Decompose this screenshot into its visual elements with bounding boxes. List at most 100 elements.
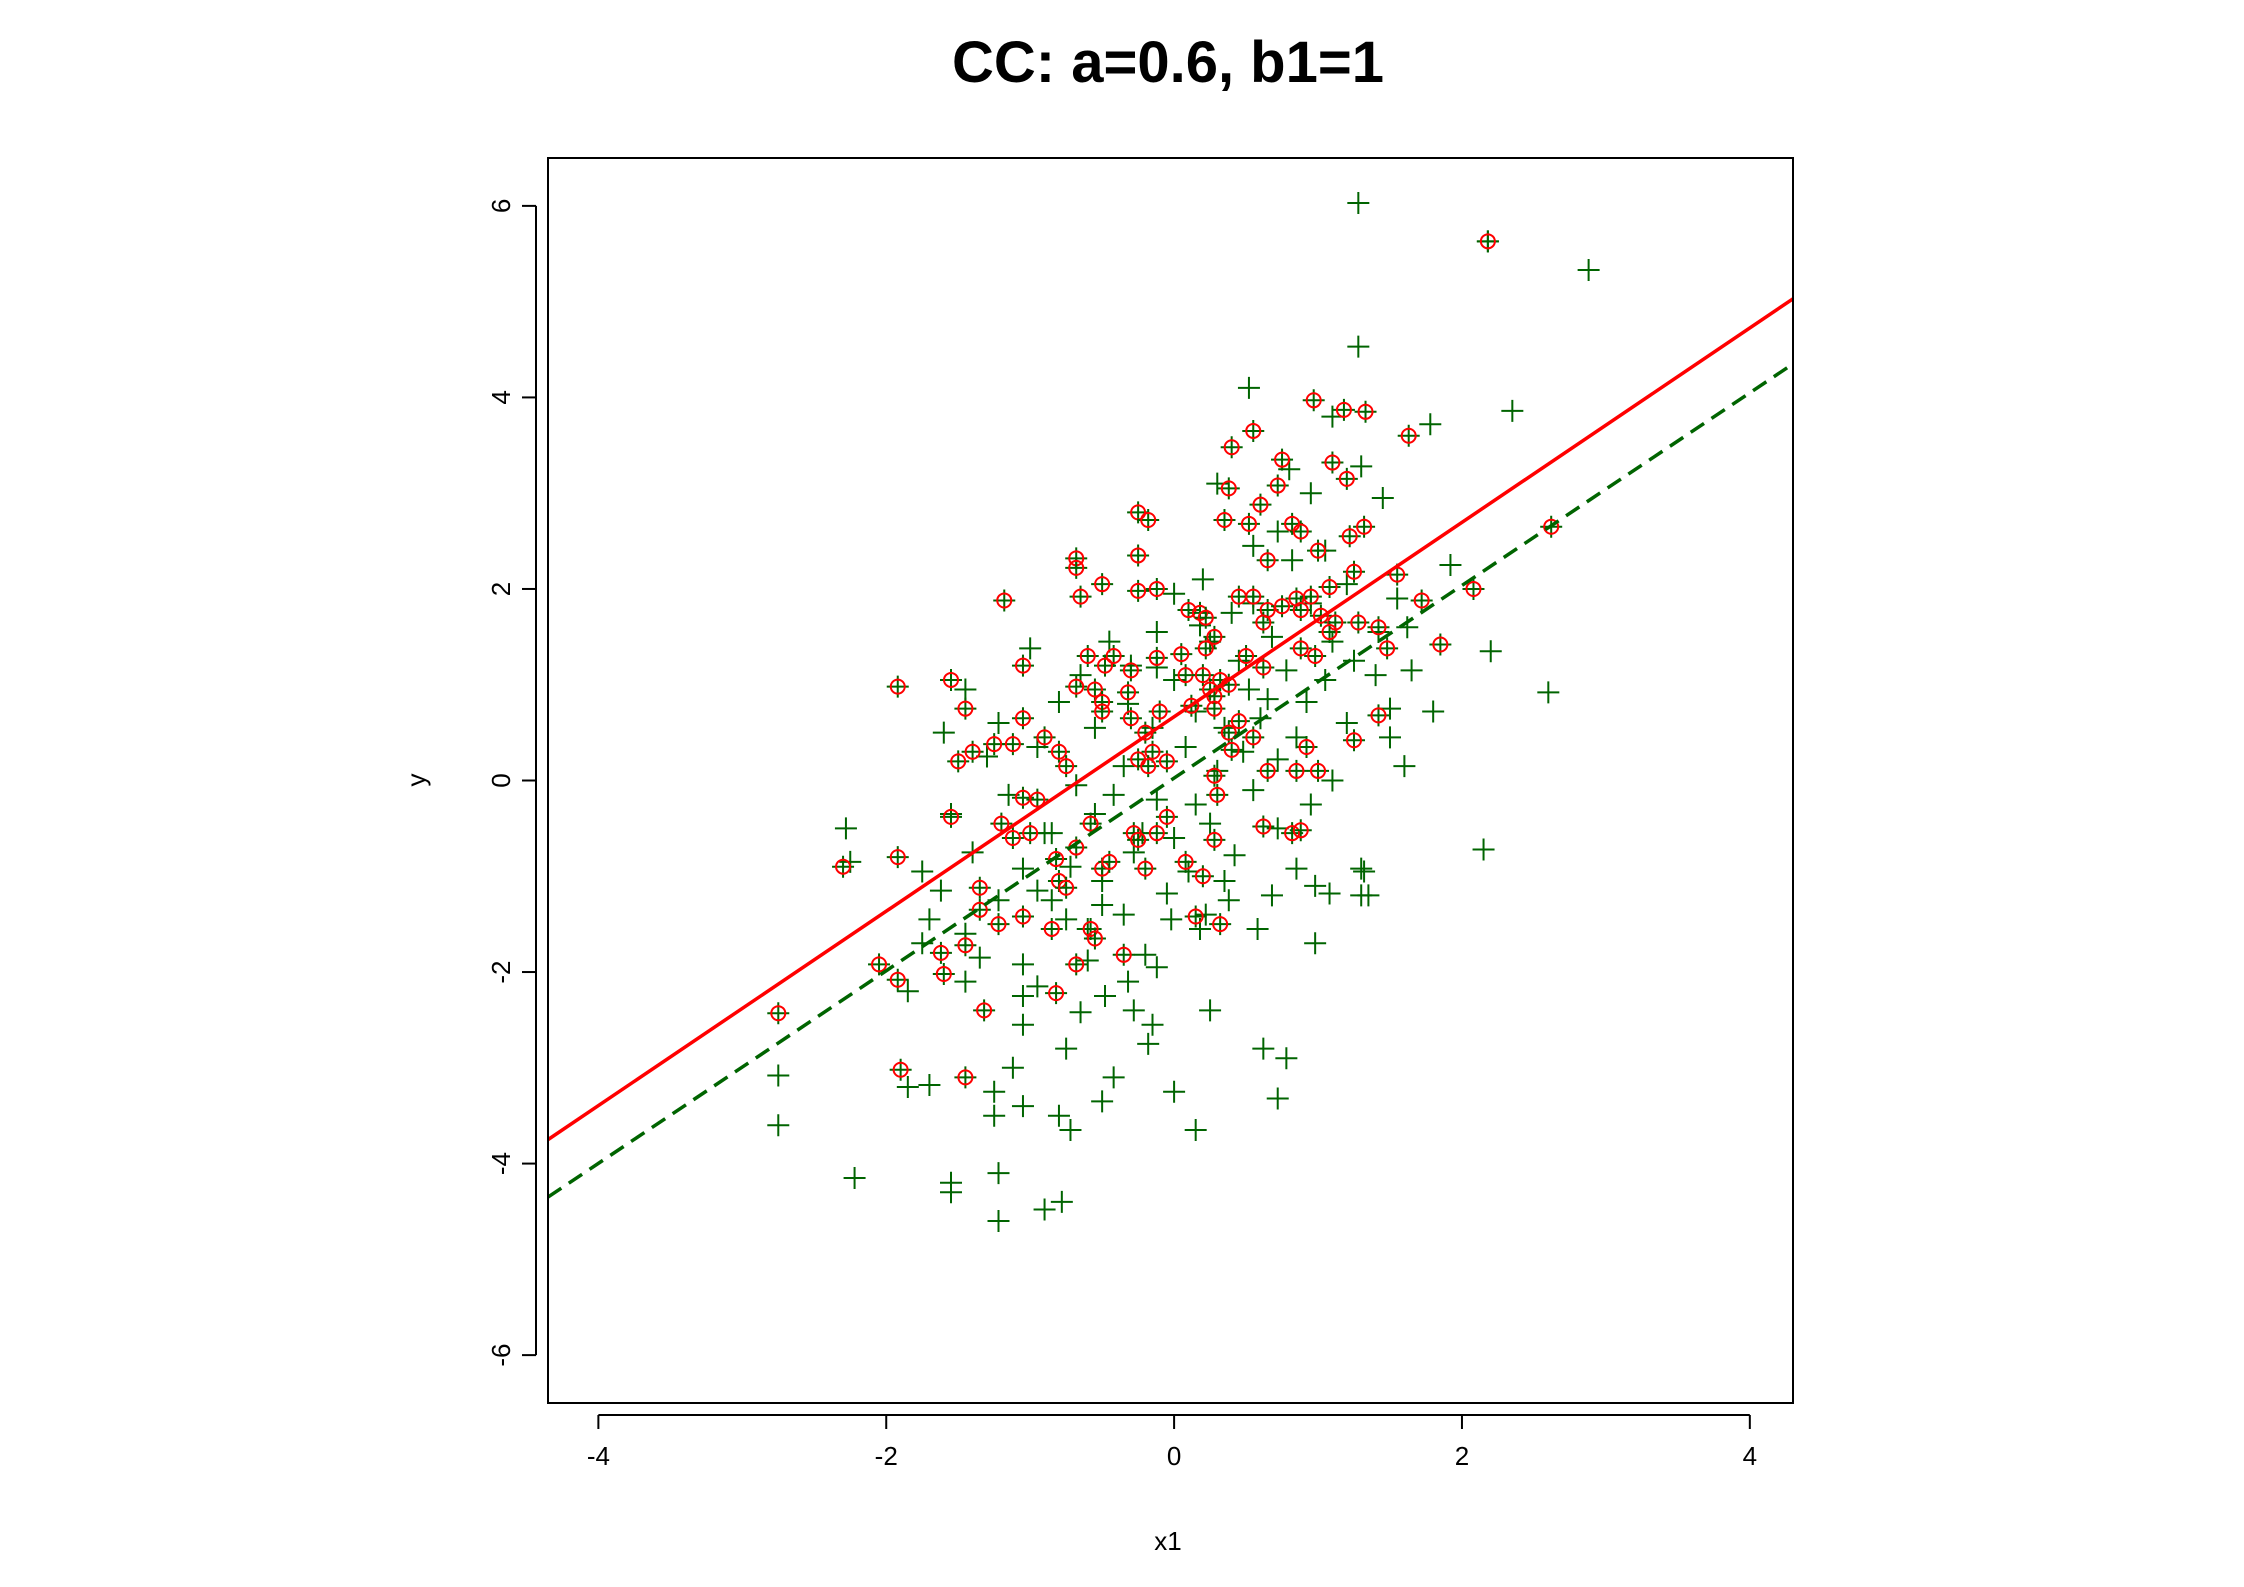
- point-complete: [1045, 982, 1068, 1005]
- point-complete: [1033, 726, 1056, 749]
- point-all: [1350, 857, 1373, 880]
- point-all: [1396, 616, 1419, 639]
- point-all: [1050, 1190, 1073, 1213]
- point-all: [1011, 1013, 1034, 1036]
- point-all: [1141, 1013, 1164, 1036]
- x-tick-label: 4: [1743, 1441, 1757, 1471]
- point-complete: [1137, 755, 1160, 778]
- point-complete: [1194, 637, 1217, 660]
- point-complete: [832, 855, 855, 878]
- point-complete: [1127, 828, 1150, 851]
- point-all: [1472, 838, 1495, 861]
- point-all: [932, 721, 955, 744]
- point-all: [983, 1080, 1006, 1103]
- point-complete: [1191, 664, 1214, 687]
- x-tick-label: -4: [587, 1441, 610, 1471]
- point-all: [929, 879, 952, 902]
- point-complete: [1318, 576, 1341, 599]
- point-complete: [990, 812, 1013, 835]
- point-complete: [1098, 850, 1121, 873]
- point-all: [987, 1210, 1010, 1233]
- point-complete: [1217, 721, 1240, 744]
- point-all: [1194, 903, 1217, 926]
- point-all: [1076, 949, 1099, 972]
- point-complete: [1001, 826, 1024, 849]
- point-all: [1266, 748, 1289, 771]
- point-complete: [1026, 788, 1049, 811]
- point-all: [1163, 582, 1186, 605]
- point-complete: [1462, 577, 1485, 600]
- point-complete: [1055, 876, 1078, 899]
- point-complete: [1302, 389, 1325, 412]
- point-all: [1364, 664, 1387, 687]
- point-all: [1295, 690, 1318, 713]
- point-all: [1069, 1001, 1092, 1024]
- point-complete: [889, 1058, 912, 1081]
- point-complete: [1367, 616, 1390, 639]
- point-complete: [1252, 611, 1275, 634]
- point-all: [954, 970, 977, 993]
- point-all: [1350, 455, 1373, 478]
- point-all: [1047, 1104, 1070, 1127]
- point-complete: [1227, 710, 1250, 733]
- point-complete: [886, 846, 909, 869]
- y-tick-label: -6: [486, 1344, 516, 1367]
- point-complete: [1354, 400, 1377, 423]
- point-complete: [1119, 659, 1142, 682]
- point-complete: [1256, 759, 1279, 782]
- x-axis-label: x1: [1154, 1526, 1181, 1556]
- point-complete: [1307, 759, 1330, 782]
- point-all: [1098, 630, 1121, 653]
- point-all: [1223, 844, 1246, 867]
- point-all: [918, 908, 941, 931]
- point-all: [1353, 860, 1376, 883]
- point-all: [1299, 482, 1322, 505]
- point-all: [1055, 908, 1078, 931]
- point-complete: [1112, 943, 1135, 966]
- point-complete: [1170, 643, 1193, 666]
- point-complete: [1266, 474, 1289, 497]
- plot-frame: [547, 157, 1794, 1404]
- point-complete: [1148, 700, 1171, 723]
- point-all: [1145, 956, 1168, 979]
- point-complete: [1347, 611, 1370, 634]
- point-all: [1246, 917, 1269, 940]
- point-all: [968, 946, 991, 969]
- point-all: [896, 1075, 919, 1098]
- point-complete: [1069, 585, 1092, 608]
- x-axis: -4 -2 0 2 4: [587, 1414, 1757, 1471]
- point-complete: [1203, 764, 1226, 787]
- point-complete: [1019, 822, 1042, 845]
- point-complete: [1235, 645, 1258, 667]
- point-all: [987, 1162, 1010, 1185]
- point-complete: [1410, 589, 1433, 612]
- point-complete: [954, 697, 977, 720]
- point-all: [1237, 376, 1260, 399]
- point-all: [1217, 889, 1240, 912]
- point-complete: [954, 934, 977, 957]
- point-all: [1220, 601, 1243, 624]
- point-all: [940, 1181, 963, 1204]
- point-complete: [968, 876, 991, 899]
- y-tick-label: -2: [486, 960, 516, 983]
- point-all: [1304, 874, 1327, 897]
- point-complete: [886, 675, 909, 698]
- point-all: [1577, 259, 1600, 282]
- point-all: [1047, 690, 1070, 713]
- point-complete: [1155, 750, 1178, 773]
- point-all: [1275, 659, 1298, 682]
- point-all: [1232, 740, 1255, 763]
- point-all: [1094, 984, 1117, 1007]
- point-complete: [1065, 953, 1088, 976]
- point-all: [1314, 668, 1337, 691]
- point-all: [1102, 783, 1125, 806]
- point-complete: [1127, 544, 1150, 567]
- point-complete: [1083, 927, 1106, 950]
- point-complete: [1079, 812, 1102, 835]
- point-complete: [1055, 755, 1078, 778]
- point-all: [1163, 1080, 1186, 1103]
- point-complete: [1249, 493, 1272, 516]
- point-all: [1321, 630, 1344, 653]
- point-all: [1537, 681, 1560, 704]
- point-complete: [1184, 905, 1207, 928]
